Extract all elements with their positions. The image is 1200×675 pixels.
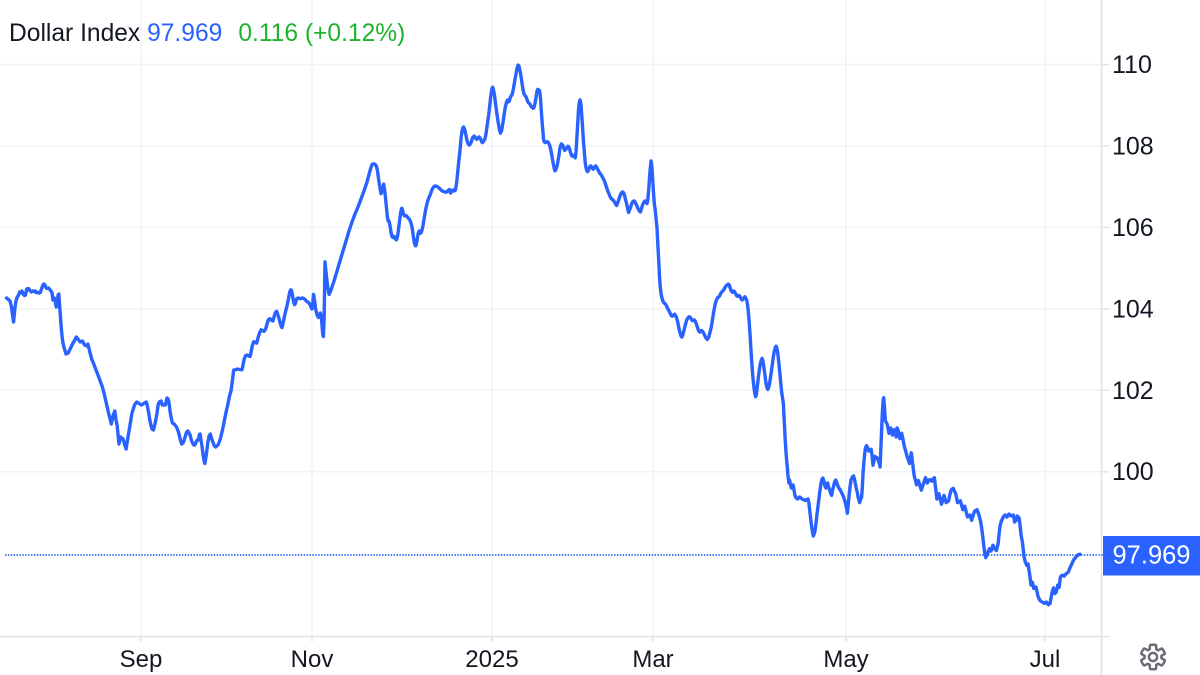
svg-text:110: 110 [1112,51,1152,79]
svg-text:104: 104 [1112,295,1154,323]
svg-text:Jul: Jul [1030,646,1061,673]
svg-text:100: 100 [1112,458,1154,486]
svg-text:106: 106 [1112,214,1154,242]
svg-text:Mar: Mar [632,646,673,673]
svg-text:Sep: Sep [120,646,163,673]
svg-text:97.969: 97.969 [1113,542,1191,570]
svg-text:102: 102 [1112,377,1154,405]
svg-text:108: 108 [1112,133,1154,161]
svg-text:2025: 2025 [465,646,518,673]
svg-text:May: May [823,646,868,673]
svg-text:Nov: Nov [291,646,334,673]
